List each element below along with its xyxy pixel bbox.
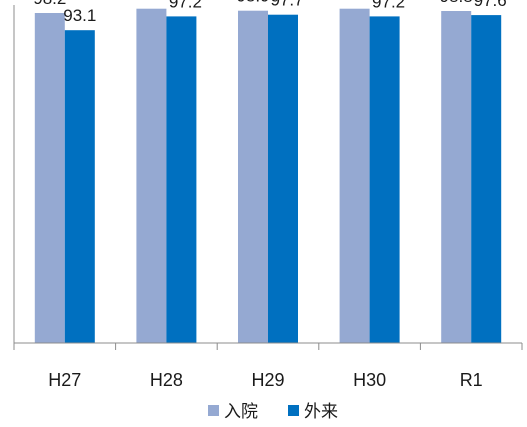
data-label: 98.2 xyxy=(33,0,66,8)
legend-swatch xyxy=(208,405,219,416)
data-label: 97.2 xyxy=(372,0,405,11)
legend-label: 入院 xyxy=(224,402,258,422)
legend-swatch xyxy=(288,405,299,416)
data-label: 98.9 xyxy=(236,0,269,6)
bar-inpatient-h27 xyxy=(34,13,65,343)
legend-label: 外来 xyxy=(304,402,338,422)
bar-inpatient-r1 xyxy=(441,11,472,343)
data-label: 99.5 xyxy=(338,0,371,4)
data-label: 98.8 xyxy=(440,0,473,6)
x-tick-label: H27 xyxy=(48,370,81,390)
x-tick-label: H30 xyxy=(353,370,386,390)
bar-outpatient-h27 xyxy=(64,30,95,343)
bar-outpatient-h29 xyxy=(268,14,298,343)
legend: 入院 外来 xyxy=(208,402,338,422)
data-label: 99.5 xyxy=(135,0,168,4)
x-tick-label: R1 xyxy=(460,370,483,390)
data-label: 97.7 xyxy=(270,0,303,10)
x-axis: H27 H28 H29 H30 R1 xyxy=(13,5,523,390)
data-label: 97.2 xyxy=(169,0,202,11)
legend-item-inpatient: 入院 xyxy=(208,402,258,422)
bars-layer xyxy=(34,8,502,344)
bar-outpatient-h30 xyxy=(369,16,400,344)
data-label: 93.1 xyxy=(63,6,96,25)
bar-outpatient-r1 xyxy=(471,15,502,343)
data-labels-layer: 98.293.199.597.298.997.799.597.298.897.6 xyxy=(33,0,506,25)
x-tick-label: H28 xyxy=(150,370,183,390)
bar-inpatient-h29 xyxy=(238,10,268,343)
bar-inpatient-h28 xyxy=(136,8,167,343)
bar-outpatient-h28 xyxy=(166,16,197,344)
data-label: 97.6 xyxy=(474,0,507,10)
legend-item-outpatient: 外来 xyxy=(288,402,338,422)
bar-inpatient-h30 xyxy=(339,8,370,343)
x-tick-label: H29 xyxy=(251,370,284,390)
